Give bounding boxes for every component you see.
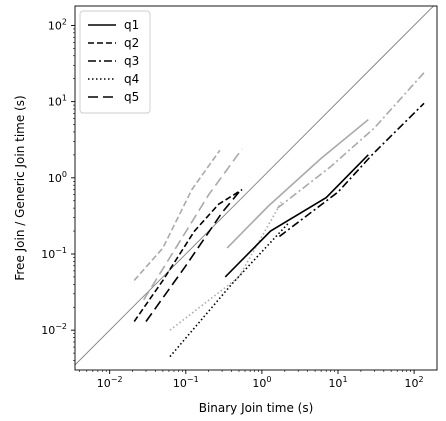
legend-label-q4: q4 — [124, 72, 139, 86]
x-tick-label: 101 — [328, 375, 347, 390]
x-tick-label: 102 — [405, 375, 424, 390]
x-tick-label: 100 — [252, 375, 271, 390]
series-q3-generic-join-line — [276, 72, 425, 209]
axes: 10−2 10−1 100 101 102 10−2 10−1 100 101 102 — [41, 5, 438, 390]
y-tick-label: 101 — [48, 94, 67, 109]
legend-label-q1: q1 — [124, 18, 139, 32]
series-q2-free-join-line — [133, 188, 243, 322]
series-q5-generic-join-line — [143, 148, 243, 301]
legend-box — [79, 10, 151, 114]
y-tick-label: 100 — [48, 170, 67, 185]
legend-label-q2: q2 — [124, 36, 139, 50]
x-tick-label: 10−2 — [97, 375, 123, 390]
y-tick-label: 102 — [48, 17, 67, 32]
series-q2-generic-join-line — [133, 149, 221, 281]
y-tick-label: 10−2 — [41, 322, 67, 337]
plot-frame — [74, 5, 438, 371]
series-q1-free-join-line — [224, 154, 369, 278]
y-tick-label: 10−1 — [41, 246, 67, 261]
series-q1-generic-join-line — [226, 119, 369, 249]
x-axis-label: Binary Join time (s) — [199, 401, 314, 415]
legend-label-q5: q5 — [124, 90, 139, 104]
series-q4-generic-join-line — [169, 201, 283, 331]
series-q5-free-join-line — [145, 191, 240, 322]
series-q3-free-join-line — [278, 102, 425, 238]
legend: q1 q2 q3 q4 q5 — [79, 10, 151, 114]
x-tick-label: 10−1 — [173, 375, 199, 390]
plot-area — [75, 6, 435, 366]
y-axis-label: Free Join / Generic Join time (s) — [13, 95, 27, 280]
diagonal-line — [75, 6, 435, 366]
legend-label-q3: q3 — [124, 54, 139, 68]
